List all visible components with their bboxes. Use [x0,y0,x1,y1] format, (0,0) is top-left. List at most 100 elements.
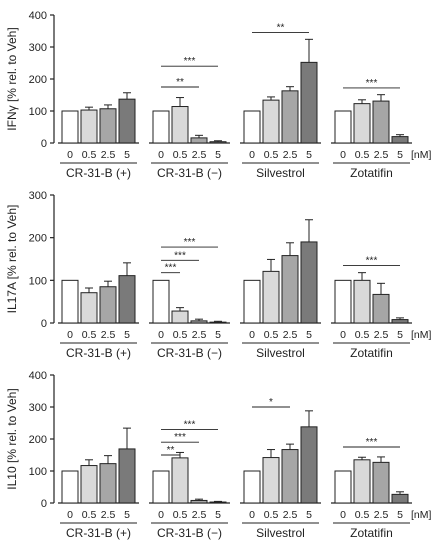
bar [372,100,390,144]
bar [372,293,390,324]
bar [300,241,318,324]
dose-label: 0.5 [173,509,188,521]
dose-label: 2.5 [101,149,116,161]
dose-label: 2.5 [283,329,298,341]
bar [262,457,280,504]
dose-label: 0 [340,509,346,521]
bar [171,457,189,504]
dose-label: 0.5 [355,329,370,341]
dose-label: 0.5 [82,149,97,161]
bar [300,61,318,144]
bar [118,448,136,504]
dose-label: 2.5 [374,329,389,341]
group-name: CR-31-B (−) [157,346,222,360]
y-axis-label: IL10 [% rel. to Veh] [5,388,19,489]
y-tick-label: 100 [29,466,47,478]
y-axis-label: IL17A [% rel. to Veh] [5,205,19,314]
bar [61,110,79,144]
dose-label: 0 [340,149,346,161]
bar [300,426,318,504]
dose-label: 0 [249,329,255,341]
bar [281,449,299,504]
bar [171,106,189,144]
y-tick-label: 0 [41,498,47,510]
bar [209,141,227,144]
bar [190,320,208,324]
significance-label: *** [174,250,186,261]
bar [391,319,409,324]
dose-label: 2.5 [374,149,389,161]
bar [334,279,352,324]
group-name: CR-31-B (−) [157,526,222,540]
dose-label: 2.5 [192,509,207,521]
group-name: Zotatifin [350,346,393,360]
dose-label: 5 [397,509,403,521]
bar [99,108,117,144]
group-name: Zotatifin [350,166,393,180]
y-tick-label: 200 [29,233,47,245]
dose-label: 0 [340,329,346,341]
significance-label: ** [277,23,285,34]
significance-label: *** [174,432,186,443]
bar [243,279,261,324]
dose-label: 2.5 [192,149,207,161]
dose-label: 0.5 [355,509,370,521]
group-name: Silvestrol [256,346,305,360]
bar [171,310,189,324]
dose-label: 2.5 [283,149,298,161]
dose-label: 5 [124,509,130,521]
dose-label: 2.5 [283,509,298,521]
bar [99,286,117,324]
unit-label: [nM] [411,329,432,341]
dose-label: 0.5 [82,329,97,341]
dose-label: 5 [306,329,312,341]
bar [334,110,352,144]
group-name: Zotatifin [350,526,393,540]
group-name: CR-31-B (+) [66,526,131,540]
dose-label: 0 [249,149,255,161]
bar [353,459,371,504]
bar [80,109,98,144]
bar [334,470,352,504]
dose-label: 5 [397,329,403,341]
bar [262,99,280,144]
significance-label: *** [366,78,378,89]
bar [99,463,117,504]
group-name: Silvestrol [256,526,305,540]
bar [243,110,261,144]
y-tick-label: 400 [29,370,47,382]
bar [190,137,208,144]
bar [80,292,98,324]
significance-label: * [269,397,273,408]
dose-label: 5 [124,329,130,341]
dose-label: 0 [158,329,164,341]
y-tick-label: 0 [41,318,47,330]
y-tick-label: 300 [29,402,47,414]
group-name: CR-31-B (−) [157,166,222,180]
dose-label: 0.5 [355,149,370,161]
significance-label: *** [184,56,196,67]
bar [118,98,136,144]
dose-label: 5 [215,509,221,521]
y-tick-label: 200 [29,74,47,86]
dose-label: 0 [249,509,255,521]
y-tick-label: 100 [29,275,47,287]
dose-label: 0 [158,149,164,161]
group-name: CR-31-B (+) [66,346,131,360]
dose-label: 0 [67,149,73,161]
dose-label: 5 [124,149,130,161]
bar [209,501,227,504]
bar [152,110,170,144]
bar [152,470,170,504]
bar [353,103,371,144]
unit-label: [nM] [411,509,432,521]
dose-label: 0.5 [173,149,188,161]
dose-label: 2.5 [101,509,116,521]
dose-label: 5 [306,149,312,161]
dose-label: 2.5 [192,329,207,341]
bar [391,136,409,144]
dose-label: 0.5 [173,329,188,341]
y-tick-label: 400 [29,10,47,22]
significance-label: *** [366,437,378,448]
